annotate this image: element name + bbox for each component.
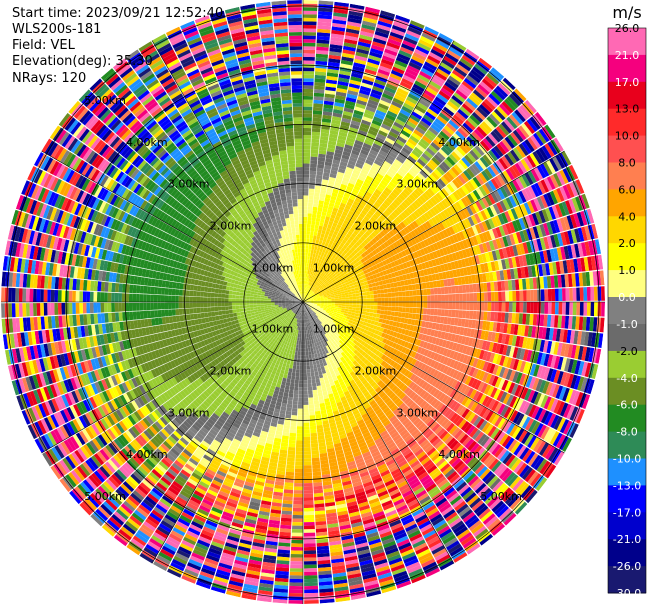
colorbar-tick-label: -13.0 bbox=[613, 479, 641, 492]
colorbar-swatch bbox=[608, 404, 646, 433]
colorbar-tick-label: 0.0 bbox=[618, 291, 636, 304]
colorbar-swatch bbox=[608, 81, 646, 110]
colorbar-tick-label: -4.0 bbox=[616, 372, 637, 385]
azimuth-spoke bbox=[302, 40, 455, 303]
colorbar-swatch bbox=[608, 297, 646, 325]
colorbar-swatch bbox=[608, 270, 646, 298]
colorbar-tick-label: -26.0 bbox=[613, 560, 641, 573]
instrument-label: WLS200s-181 bbox=[12, 22, 102, 37]
colorbar-tick-label: 2.0 bbox=[618, 237, 636, 250]
range-label-lower-left: 2.00km bbox=[210, 364, 252, 377]
range-label-upper-left: 3.00km bbox=[168, 178, 210, 191]
range-label-upper-left: 1.00km bbox=[252, 261, 294, 274]
colorbar-tick-label: -21.0 bbox=[613, 533, 641, 546]
colorbar-swatch bbox=[608, 431, 646, 459]
colorbar-swatch bbox=[608, 189, 646, 217]
colorbar-swatch bbox=[608, 539, 646, 567]
colorbar-unit: m/s bbox=[612, 3, 641, 22]
colorbar-swatch bbox=[608, 324, 646, 352]
colorbar-tick-label: 8.0 bbox=[618, 157, 636, 170]
azimuth-spoke bbox=[41, 150, 304, 303]
range-label-upper-left: 4.00km bbox=[126, 136, 168, 149]
colorbar-tick-label: -2.0 bbox=[616, 345, 637, 358]
range-label-upper-right: 1.00km bbox=[313, 261, 355, 274]
colorbar-swatch bbox=[608, 350, 646, 379]
colorbar-swatch bbox=[608, 512, 646, 540]
colorbar-tick-label: 21.0 bbox=[615, 49, 640, 62]
colorbar-swatch bbox=[608, 135, 646, 163]
start-time-label: Start time: 2023/09/21 12:52:40 bbox=[12, 6, 224, 21]
colorbar-swatch bbox=[608, 162, 646, 190]
colorbar-swatch bbox=[608, 243, 646, 271]
colorbar-tick-label: 10.0 bbox=[615, 130, 640, 143]
colorbar-swatch bbox=[608, 216, 646, 244]
range-label-lower-left: 1.00km bbox=[252, 323, 294, 336]
colorbar-tick-label: 17.0 bbox=[615, 76, 640, 89]
colorbar-tick-label: 26.0 bbox=[615, 22, 640, 35]
colorbar-swatch bbox=[608, 28, 646, 56]
range-label-lower-left: 3.00km bbox=[168, 406, 210, 419]
range-label-upper-right: 4.00km bbox=[438, 136, 480, 149]
range-label-lower-right: 4.00km bbox=[438, 448, 480, 461]
range-label-upper-left: 5.00km bbox=[84, 94, 126, 107]
colorbar-tick-label: -8.0 bbox=[616, 426, 637, 439]
colorbar-swatch bbox=[608, 458, 646, 486]
colorbar-tick-label: -1.0 bbox=[616, 318, 637, 331]
range-label-upper-left: 2.00km bbox=[210, 220, 252, 233]
colorbar-tick-label: 4.0 bbox=[618, 210, 636, 223]
elevation-label: Elevation(deg): 35.30 bbox=[12, 54, 153, 69]
colorbar-tick-label: -30.0 bbox=[613, 587, 641, 600]
azimuth-spoke bbox=[302, 150, 565, 303]
range-label-lower-right: 3.00km bbox=[397, 406, 439, 419]
azimuth-spoke bbox=[151, 40, 304, 303]
colorbar-swatch bbox=[608, 108, 646, 137]
colorbar-tick-label: -17.0 bbox=[613, 506, 641, 519]
colorbar-tick-label: -10.0 bbox=[613, 453, 641, 466]
azimuth-spoke bbox=[302, 301, 455, 564]
colorbar-tick-label: 6.0 bbox=[618, 183, 636, 196]
azimuth-spoke bbox=[41, 301, 304, 454]
azimuth-spoke bbox=[151, 301, 304, 564]
range-label-upper-right: 3.00km bbox=[397, 178, 439, 191]
colorbar-swatch bbox=[608, 485, 646, 513]
range-label-lower-right: 2.00km bbox=[355, 364, 397, 377]
colorbar-swatch bbox=[608, 54, 646, 83]
colorbar-tick-label: 1.0 bbox=[618, 264, 636, 277]
azimuth-spoke bbox=[302, 301, 565, 454]
nrays-label: NRays: 120 bbox=[12, 71, 87, 86]
field-label: Field: VEL bbox=[12, 38, 75, 53]
colorbar-swatch bbox=[608, 566, 646, 594]
range-label-lower-right: 1.00km bbox=[313, 323, 355, 336]
colorbar-tick-label: 13.0 bbox=[615, 103, 640, 116]
colorbar-swatch bbox=[608, 377, 646, 406]
range-label-lower-left: 5.00km bbox=[84, 490, 126, 503]
range-label-lower-right: 5.00km bbox=[480, 490, 522, 503]
range-label-lower-left: 4.00km bbox=[126, 448, 168, 461]
colorbar-tick-label: -6.0 bbox=[616, 399, 637, 412]
range-label-upper-right: 2.00km bbox=[355, 220, 397, 233]
